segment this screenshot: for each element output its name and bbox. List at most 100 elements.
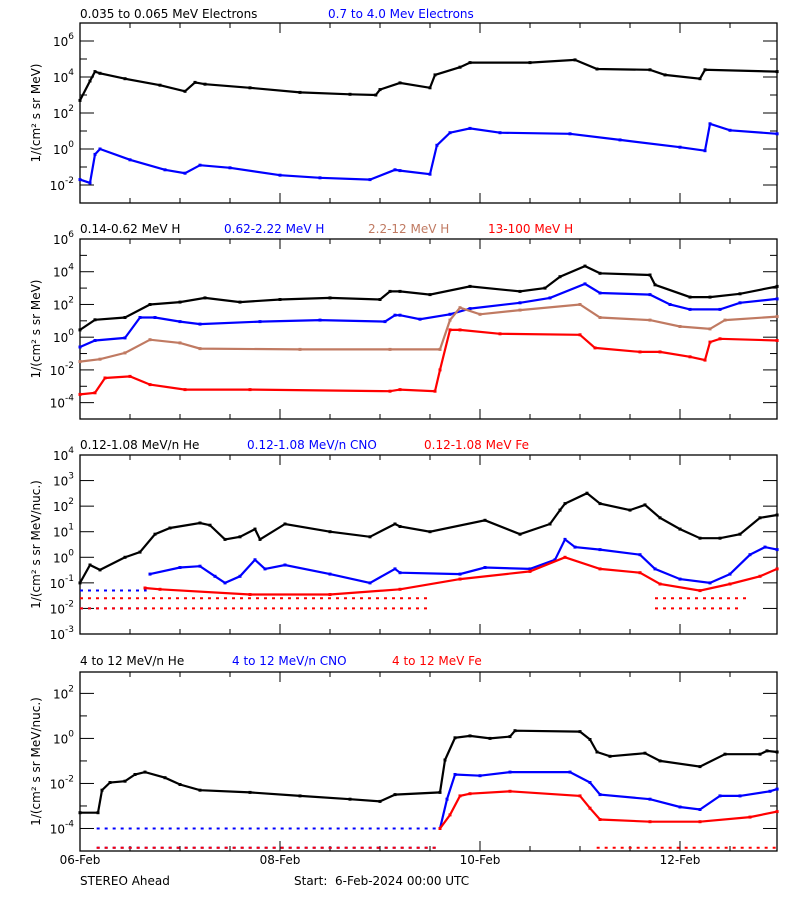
data-point [653, 283, 657, 287]
data-point [588, 806, 592, 810]
data-point [708, 581, 712, 585]
legend-entry: 4 to 12 MeV/n He [80, 654, 184, 668]
data-point [718, 536, 722, 540]
data-point [298, 347, 302, 351]
data-point [553, 558, 557, 562]
data-point [328, 530, 332, 534]
data-point [398, 525, 402, 528]
data-point [198, 564, 202, 568]
data-point [378, 298, 382, 301]
data-point [238, 535, 242, 539]
data-point [718, 794, 722, 798]
data-point [775, 339, 779, 342]
data-point [775, 513, 779, 517]
data-point [153, 532, 157, 536]
data-point [488, 736, 492, 740]
y-tick-label: 102 [53, 104, 74, 121]
y-tick-label: 102 [53, 497, 74, 514]
data-point [148, 338, 152, 342]
data-point [775, 750, 779, 754]
y-tick-label: 100 [53, 140, 74, 157]
series-line [79, 491, 778, 584]
data-point [453, 773, 457, 776]
data-point [703, 358, 707, 362]
data-point [138, 550, 142, 554]
series-4-1 [78, 729, 779, 815]
data-point [158, 83, 162, 87]
data-point [508, 789, 512, 793]
data-point [123, 316, 127, 319]
data-point [198, 347, 202, 351]
series-1-1 [78, 58, 779, 102]
data-point [388, 347, 392, 351]
data-point [348, 797, 352, 801]
data-point [438, 347, 442, 351]
y-tick-label: 100 [53, 328, 74, 345]
data-point [775, 315, 779, 319]
data-point [648, 820, 652, 824]
data-point [738, 292, 742, 296]
data-point [688, 307, 692, 311]
data-point [93, 318, 97, 322]
data-point [703, 68, 707, 72]
data-point [578, 730, 582, 734]
data-point [78, 360, 82, 364]
data-point [458, 306, 462, 310]
data-point [775, 70, 779, 74]
data-point [223, 581, 227, 585]
legend-entry: 0.12-1.08 MeV/n CNO [247, 438, 377, 452]
data-point [698, 820, 702, 824]
data-point [203, 82, 207, 86]
y-tick-label: 10-4 [50, 394, 75, 411]
data-point [453, 736, 457, 740]
data-point [198, 322, 202, 326]
data-point [178, 566, 182, 569]
data-point [483, 518, 487, 522]
data-point [138, 316, 142, 319]
data-point [108, 781, 112, 784]
data-point [93, 152, 97, 156]
series-3-1 [78, 491, 779, 585]
data-point [398, 587, 402, 591]
data-point [328, 593, 332, 596]
data-point [103, 376, 107, 380]
data-point [775, 132, 779, 136]
plot-frame [79, 22, 778, 204]
observatory-label: STEREO Ahead [80, 874, 170, 888]
data-point [508, 770, 512, 774]
data-point [88, 181, 92, 185]
legend-entry: 4 to 12 MeV Fe [392, 654, 482, 668]
data-point [768, 789, 772, 793]
data-point [568, 770, 572, 774]
data-point [448, 312, 452, 316]
data-point [698, 77, 702, 81]
data-point [698, 765, 702, 769]
data-point [133, 773, 137, 776]
data-point [223, 537, 227, 541]
data-point [393, 793, 397, 797]
data-point [573, 545, 577, 549]
legend-entry: 0.12-1.08 MeV Fe [424, 438, 529, 452]
data-point [428, 86, 432, 90]
plot-frame [79, 454, 778, 635]
data-point [318, 176, 322, 180]
data-point [398, 313, 402, 317]
data-point [433, 73, 437, 77]
series-4-2 [96, 770, 779, 849]
data-point [193, 80, 197, 84]
data-point [248, 388, 252, 392]
series-3-3 [80, 555, 779, 610]
data-point [598, 818, 602, 821]
data-point [723, 318, 727, 322]
x-tick-label: 12-Feb [660, 853, 701, 867]
legend-entry: 4 to 12 MeV/n CNO [232, 654, 347, 668]
data-point [775, 567, 779, 571]
data-point [775, 787, 779, 791]
data-point [708, 122, 712, 126]
data-point [78, 392, 82, 396]
data-point [543, 286, 547, 290]
series-2-2 [78, 282, 779, 349]
data-point [278, 298, 282, 301]
panel-2: 106 104 102 100 10-2 10-4 1/(cm² s sr MeV) 0.14… [29, 222, 779, 420]
data-point [178, 300, 182, 304]
